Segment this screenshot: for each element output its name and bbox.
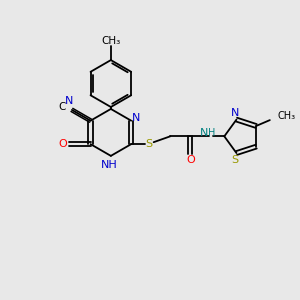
Text: C: C bbox=[58, 102, 66, 112]
Text: O: O bbox=[59, 139, 68, 149]
Text: S: S bbox=[145, 139, 152, 149]
Text: S: S bbox=[231, 155, 238, 165]
Text: O: O bbox=[186, 155, 195, 165]
Text: N: N bbox=[65, 96, 73, 106]
Text: CH₃: CH₃ bbox=[101, 35, 121, 46]
Text: N: N bbox=[231, 108, 240, 118]
Text: CH₃: CH₃ bbox=[278, 111, 296, 121]
Text: NH: NH bbox=[100, 160, 117, 170]
Text: H: H bbox=[208, 128, 215, 138]
Text: N: N bbox=[132, 113, 140, 123]
Text: N: N bbox=[200, 128, 208, 138]
